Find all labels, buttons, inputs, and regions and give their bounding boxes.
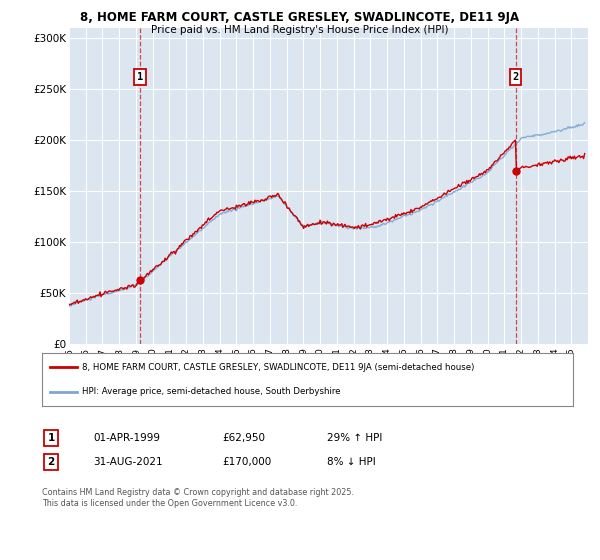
Text: 8% ↓ HPI: 8% ↓ HPI <box>327 457 376 467</box>
Text: 31-AUG-2021: 31-AUG-2021 <box>93 457 163 467</box>
Text: 8, HOME FARM COURT, CASTLE GRESLEY, SWADLINCOTE, DE11 9JA: 8, HOME FARM COURT, CASTLE GRESLEY, SWAD… <box>80 11 520 24</box>
Text: 2: 2 <box>47 457 55 467</box>
Text: 8, HOME FARM COURT, CASTLE GRESLEY, SWADLINCOTE, DE11 9JA (semi-detached house): 8, HOME FARM COURT, CASTLE GRESLEY, SWAD… <box>82 363 474 372</box>
Text: 29% ↑ HPI: 29% ↑ HPI <box>327 433 382 443</box>
Text: Contains HM Land Registry data © Crown copyright and database right 2025.
This d: Contains HM Land Registry data © Crown c… <box>42 488 354 508</box>
Text: 1: 1 <box>137 72 143 82</box>
Text: Price paid vs. HM Land Registry's House Price Index (HPI): Price paid vs. HM Land Registry's House … <box>151 25 449 35</box>
Text: HPI: Average price, semi-detached house, South Derbyshire: HPI: Average price, semi-detached house,… <box>82 387 340 396</box>
Text: £170,000: £170,000 <box>222 457 271 467</box>
Text: 2: 2 <box>512 72 518 82</box>
Text: 01-APR-1999: 01-APR-1999 <box>93 433 160 443</box>
Text: 1: 1 <box>47 433 55 443</box>
Text: £62,950: £62,950 <box>222 433 265 443</box>
